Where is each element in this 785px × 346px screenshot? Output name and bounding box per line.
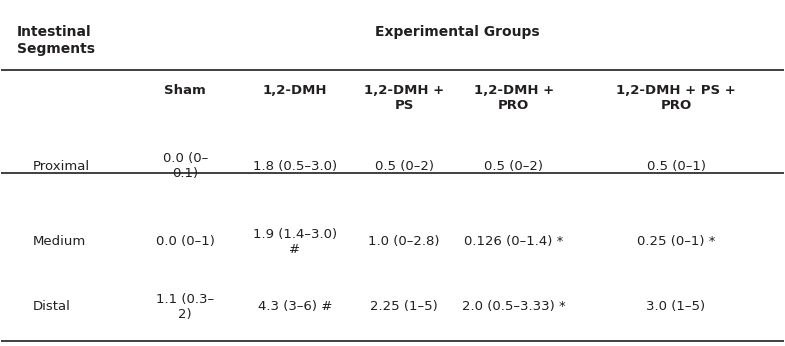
Text: 1,2-DMH +
PRO: 1,2-DMH + PRO (473, 84, 553, 112)
Text: 0.126 (0–1.4) *: 0.126 (0–1.4) * (464, 235, 564, 248)
Text: 1,2-DMH +
PS: 1,2-DMH + PS (364, 84, 444, 112)
Text: Sham: Sham (164, 84, 206, 97)
Text: 0.25 (0–1) *: 0.25 (0–1) * (637, 235, 715, 248)
Text: 1.1 (0.3–
2): 1.1 (0.3– 2) (156, 293, 214, 321)
Text: 0.5 (0–2): 0.5 (0–2) (374, 160, 434, 173)
Text: 0.5 (0–2): 0.5 (0–2) (484, 160, 543, 173)
Text: 1,2-DMH + PS +
PRO: 1,2-DMH + PS + PRO (616, 84, 736, 112)
Text: 0.0 (0–1): 0.0 (0–1) (155, 235, 214, 248)
Text: 1,2-DMH: 1,2-DMH (262, 84, 327, 97)
Text: 0.0 (0–
0.1): 0.0 (0– 0.1) (162, 152, 208, 180)
Text: 2.0 (0.5–3.33) *: 2.0 (0.5–3.33) * (462, 300, 566, 313)
Text: Intestinal
Segments: Intestinal Segments (17, 25, 95, 56)
Text: Distal: Distal (33, 300, 71, 313)
Text: 2.25 (1–5): 2.25 (1–5) (371, 300, 438, 313)
Text: 4.3 (3–6) #: 4.3 (3–6) # (257, 300, 332, 313)
Text: 1.9 (1.4–3.0)
#: 1.9 (1.4–3.0) # (253, 228, 337, 256)
Text: 1.8 (0.5–3.0): 1.8 (0.5–3.0) (253, 160, 337, 173)
Text: Medium: Medium (33, 235, 86, 248)
Text: Proximal: Proximal (33, 160, 89, 173)
Text: Experimental Groups: Experimental Groups (374, 25, 539, 39)
Text: 1.0 (0–2.8): 1.0 (0–2.8) (368, 235, 440, 248)
Text: 3.0 (1–5): 3.0 (1–5) (647, 300, 706, 313)
Text: 0.5 (0–1): 0.5 (0–1) (647, 160, 706, 173)
